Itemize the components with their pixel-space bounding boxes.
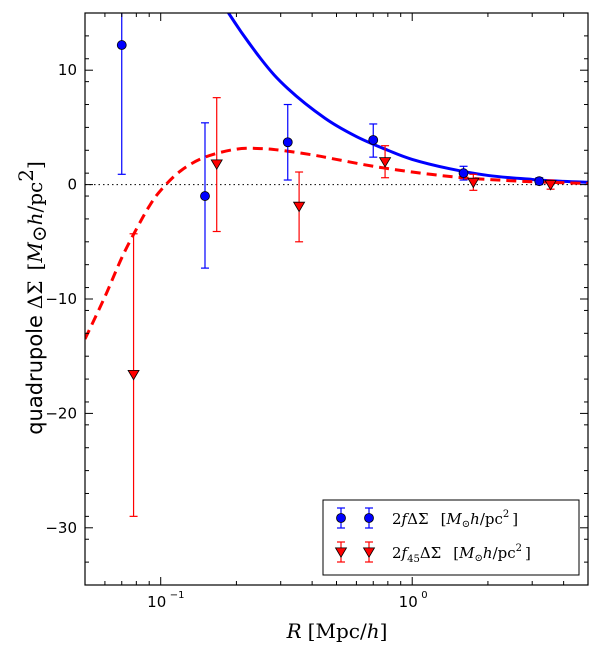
series-0-point-3-marker bbox=[368, 135, 379, 145]
series-0-point-1-marker bbox=[200, 191, 210, 201]
x-tick-label-0: 10 bbox=[147, 593, 166, 611]
series-1-point-1-marker bbox=[210, 159, 223, 171]
legend-marker-0-0-symbol bbox=[336, 513, 346, 523]
series-1-point-4-marker bbox=[467, 177, 480, 189]
series-0-point-4-marker bbox=[458, 168, 469, 179]
series-1-point-2-marker bbox=[292, 201, 306, 213]
red-model-curve bbox=[85, 146, 588, 340]
blue-model-curve bbox=[226, 13, 588, 184]
legend-label-blue: 2fΔΣ [M⊙h/pc2] bbox=[392, 509, 518, 530]
y-tick-label-4: 10 bbox=[58, 61, 77, 79]
series-0-point-0-marker bbox=[116, 40, 127, 50]
svg-text:quadrupoleΔΣ[M⊙h/pc2]: quadrupoleΔΣ[M⊙h/pc2] bbox=[14, 161, 51, 435]
legend-marker-0-1-symbol bbox=[364, 513, 374, 523]
x-tick-label-1: 10 bbox=[399, 593, 418, 611]
series-1-point-3-marker bbox=[378, 157, 392, 168]
y-tick-label-3: 0 bbox=[67, 176, 77, 194]
series-0-point-5-marker bbox=[534, 176, 545, 187]
y-tick-label-1: −20 bbox=[45, 404, 77, 422]
model-curves bbox=[85, 13, 588, 340]
y-axis-label: quadrupoleΔΣ[M⊙h/pc2] bbox=[14, 161, 51, 435]
y-tick-label-0: −30 bbox=[45, 519, 77, 537]
legend-marker-1-1-symbol bbox=[362, 547, 376, 559]
series-1-point-0-marker bbox=[127, 369, 140, 381]
x-tick-exponent-0: −1 bbox=[170, 590, 185, 601]
legend: 2fΔΣ [M⊙h/pc2] 2f45ΔΣ [M⊙h/pc2] bbox=[322, 499, 580, 576]
legend-label-red: 2f45ΔΣ [M⊙h/pc2] bbox=[392, 543, 531, 565]
x-axis-label: R [Mpc/h] bbox=[286, 619, 388, 643]
x-tick-exponent-1: 0 bbox=[421, 590, 427, 601]
legend-marker-1-0-symbol bbox=[334, 547, 348, 559]
data-points bbox=[116, 13, 557, 517]
series-1-point-5-marker bbox=[544, 180, 557, 191]
legend-markers bbox=[334, 507, 376, 563]
series-0-point-2-marker bbox=[282, 137, 293, 148]
y-tick-label-2: −10 bbox=[45, 290, 77, 308]
